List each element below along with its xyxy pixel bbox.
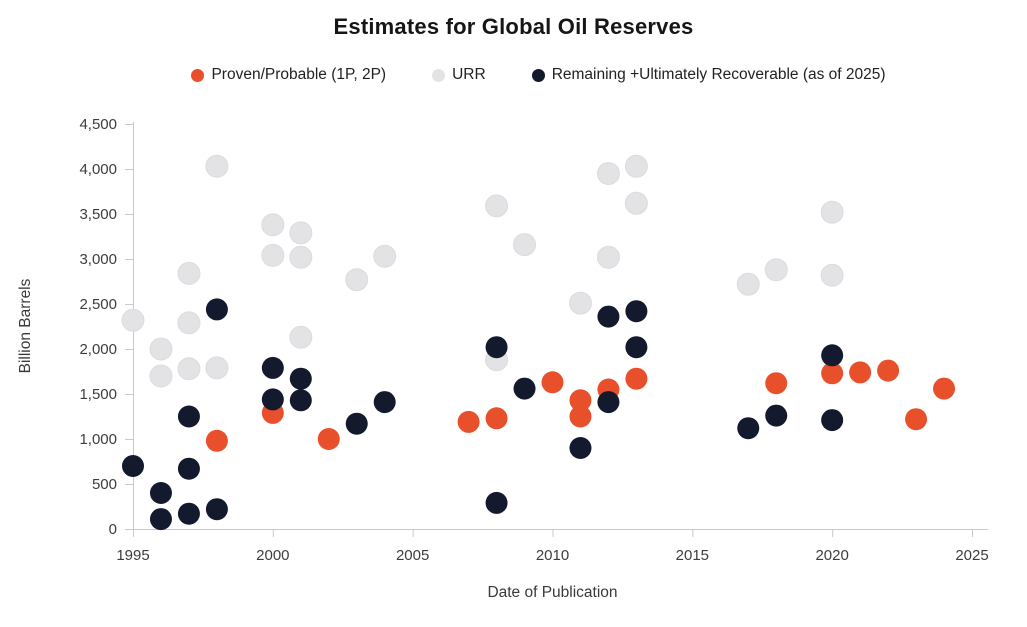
data-point-remaining bbox=[177, 405, 200, 428]
y-tick-label: 3,500 bbox=[79, 206, 117, 223]
data-point-urr bbox=[624, 191, 648, 215]
data-point-remaining bbox=[597, 305, 620, 328]
data-point-remaining bbox=[177, 502, 200, 525]
legend-item-urr: URR bbox=[432, 66, 486, 84]
x-tick-label: 2010 bbox=[536, 547, 569, 564]
legend-label-urr: URR bbox=[452, 66, 486, 83]
data-point-remaining bbox=[821, 344, 844, 367]
legend-item-1p2p: Proven/Probable (1P, 2P) bbox=[191, 66, 386, 84]
data-point-urr bbox=[568, 291, 592, 315]
data-point-remaining bbox=[122, 455, 144, 477]
y-tick-label: 1,500 bbox=[79, 386, 117, 403]
data-point-remaining bbox=[205, 498, 228, 521]
data-point-urr bbox=[373, 244, 397, 268]
legend-label-1p2p: Proven/Probable (1P, 2P) bbox=[211, 66, 387, 83]
data-point-urr bbox=[513, 233, 537, 257]
data-point-urr bbox=[485, 194, 509, 218]
legend-item-remaining: Remaining +Ultimately Recoverable (as of… bbox=[531, 66, 886, 84]
legend: Proven/Probable (1P, 2P) URR Remaining +Ul… bbox=[25, 66, 1027, 84]
data-point-urr bbox=[596, 162, 620, 185]
x-axis-title: Date of Publication bbox=[487, 584, 617, 601]
data-point-urr bbox=[205, 356, 229, 380]
data-point-remaining bbox=[289, 389, 312, 412]
data-point-remaining bbox=[177, 457, 200, 480]
data-point-remaining bbox=[737, 417, 760, 440]
data-point-urr bbox=[289, 325, 313, 349]
data-point-urr bbox=[177, 357, 201, 381]
x-tick-label: 2025 bbox=[955, 547, 988, 564]
data-point-urr bbox=[820, 200, 844, 224]
data-point-remaining bbox=[345, 412, 368, 435]
y-tick-label: 4,500 bbox=[79, 116, 117, 133]
data-point-remaining bbox=[765, 404, 788, 427]
data-point-remaining bbox=[597, 391, 620, 414]
data-point-1p2p bbox=[625, 367, 648, 390]
data-point-remaining bbox=[625, 336, 648, 359]
data-point-remaining bbox=[289, 367, 312, 390]
data-point-urr bbox=[261, 243, 285, 267]
y-tick-label: 1,000 bbox=[79, 431, 117, 448]
y-tick-label: 0 bbox=[109, 521, 117, 538]
data-point-remaining bbox=[485, 491, 508, 514]
data-point-1p2p bbox=[569, 405, 592, 428]
data-point-1p2p bbox=[933, 377, 956, 400]
data-point-urr bbox=[736, 272, 760, 296]
data-point-urr bbox=[261, 213, 285, 237]
y-tick-label: 2,500 bbox=[79, 296, 117, 313]
data-point-urr bbox=[205, 154, 229, 178]
data-point-urr bbox=[149, 364, 173, 388]
data-point-remaining bbox=[569, 437, 592, 459]
data-point-urr bbox=[149, 337, 173, 361]
data-point-remaining bbox=[149, 482, 172, 504]
data-point-1p2p bbox=[877, 359, 900, 382]
data-point-remaining bbox=[261, 388, 284, 411]
data-point-1p2p bbox=[849, 361, 872, 384]
data-point-urr bbox=[289, 245, 313, 269]
x-tick-label: 2015 bbox=[676, 547, 709, 564]
data-point-remaining bbox=[261, 356, 284, 379]
data-point-1p2p bbox=[569, 389, 592, 412]
data-point-urr bbox=[289, 221, 313, 245]
data-point-remaining bbox=[485, 336, 508, 359]
data-point-urr bbox=[121, 308, 145, 332]
y-tick-label: 2,000 bbox=[79, 341, 117, 358]
legend-swatch-1p2p bbox=[191, 68, 205, 82]
data-point-urr bbox=[177, 311, 201, 335]
data-point-1p2p bbox=[905, 408, 928, 431]
x-tick-label: 2000 bbox=[256, 547, 289, 564]
legend-swatch-urr bbox=[432, 68, 446, 82]
data-point-1p2p bbox=[821, 362, 844, 385]
data-point-remaining bbox=[625, 300, 648, 323]
data-point-1p2p bbox=[205, 429, 228, 452]
data-point-1p2p bbox=[485, 407, 508, 430]
data-point-urr bbox=[345, 268, 369, 292]
data-point-urr bbox=[764, 258, 788, 282]
data-point-1p2p bbox=[457, 410, 480, 433]
y-tick-label: 4,000 bbox=[79, 161, 117, 178]
chart-title: Estimates for Global Oil Reserves bbox=[333, 14, 694, 39]
data-point-1p2p bbox=[541, 371, 564, 394]
data-point-remaining bbox=[513, 377, 536, 400]
data-point-urr bbox=[596, 245, 620, 269]
x-tick-label: 2020 bbox=[815, 547, 848, 564]
data-point-1p2p bbox=[317, 428, 340, 450]
data-point-urr bbox=[820, 263, 844, 287]
data-point-remaining bbox=[205, 298, 228, 321]
x-tick-label: 1995 bbox=[116, 547, 149, 564]
y-axis-title: Billion Barrels bbox=[17, 278, 34, 373]
y-tick-label: 500 bbox=[92, 476, 117, 493]
data-point-urr bbox=[177, 261, 201, 285]
y-tick-label: 3,000 bbox=[79, 251, 117, 268]
legend-swatch-remaining bbox=[531, 68, 545, 82]
data-point-remaining bbox=[149, 508, 172, 531]
data-point-1p2p bbox=[765, 372, 788, 395]
data-point-remaining bbox=[821, 409, 844, 432]
data-point-urr bbox=[624, 154, 648, 178]
legend-label-remaining: Remaining +Ultimately Recoverable (as of… bbox=[551, 66, 886, 83]
x-tick-label: 2005 bbox=[396, 547, 429, 564]
data-point-remaining bbox=[373, 391, 396, 414]
